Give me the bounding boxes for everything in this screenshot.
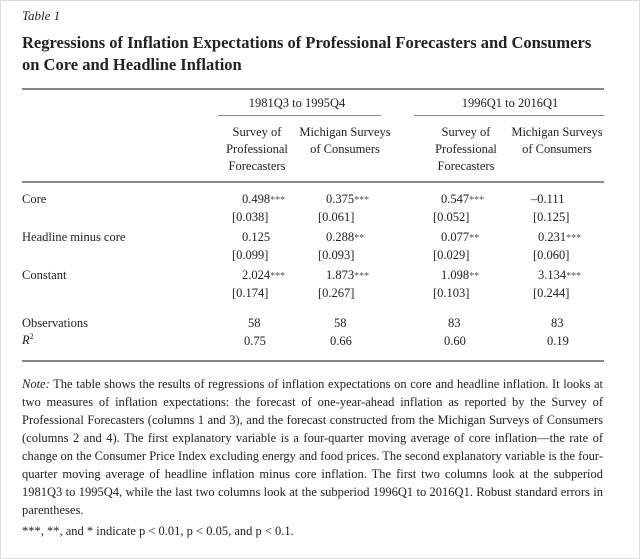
standard-error-cell: [0.093]: [318, 248, 355, 262]
note-text: The table shows the results of regressio…: [22, 377, 603, 517]
standard-error-cell: [0.103]: [433, 286, 470, 300]
r-squared-value: 0.75: [244, 334, 266, 348]
coefficient-cell: 0.077**: [441, 230, 479, 245]
period-underline-2: [414, 115, 604, 116]
significance-stars: ***: [270, 195, 286, 206]
table-label: Table 1: [22, 8, 61, 23]
standard-error-cell: [0.099]: [232, 248, 269, 262]
column-header-4: Michigan Surveys of Consumers: [511, 125, 603, 156]
standard-error-cell: [0.125]: [533, 210, 570, 224]
column-header-2: Michigan Surveys of Consumers: [299, 125, 391, 156]
coefficient-cell: 0.231***: [538, 230, 581, 245]
note-label: Note:: [22, 377, 50, 391]
coefficient-value: 0.125: [242, 230, 271, 244]
standard-error-cell: [0.052]: [433, 210, 470, 224]
coefficient-value: 2.024: [242, 268, 271, 282]
significance-stars: ***: [566, 271, 582, 282]
coefficient-value: –0.111: [531, 192, 565, 206]
row-label: Core: [22, 192, 47, 206]
header-rule: [22, 181, 604, 183]
coefficient-cell: –0.111: [531, 192, 564, 207]
significance-stars: **: [469, 233, 480, 244]
column-header-1: Survey of Professional Forecasters: [226, 125, 288, 173]
significance-stars: ***: [354, 195, 370, 206]
period-header-1: 1981Q3 to 1995Q4: [248, 96, 346, 110]
observations-value: 58: [334, 316, 347, 330]
standard-error-cell: [0.060]: [533, 248, 570, 262]
coefficient-cell: 0.375***: [326, 192, 369, 207]
period-header-2: 1996Q1 to 2016Q1: [461, 96, 559, 110]
top-rule: [22, 88, 604, 90]
standard-error-cell: [0.038]: [232, 210, 269, 224]
observations-label: Observations: [22, 316, 88, 330]
coefficient-value: 1.873: [326, 268, 355, 282]
coefficient-value: 0.375: [326, 192, 355, 206]
observations-value: 83: [551, 316, 564, 330]
coefficient-cell: 0.547***: [441, 192, 484, 207]
coefficient-value: 0.231: [538, 230, 567, 244]
significance-stars: **: [354, 233, 365, 244]
row-label: Constant: [22, 268, 67, 282]
significance-stars: ***: [270, 271, 286, 282]
coefficient-value: 1.098: [441, 268, 470, 282]
r-label: R: [22, 333, 30, 348]
standard-error-cell: [0.244]: [533, 286, 570, 300]
coefficient-value: 0.077: [441, 230, 470, 244]
coefficient-cell: 1.098**: [441, 268, 479, 283]
observations-value: 83: [448, 316, 461, 330]
coefficient-cell: 0.125: [242, 230, 270, 245]
coefficient-value: 0.498: [242, 192, 271, 206]
significance-stars: **: [469, 271, 480, 282]
table-note: Note: The table shows the results of reg…: [22, 375, 603, 519]
r-squared-label: R2: [22, 332, 34, 348]
coefficient-value: 0.288: [326, 230, 355, 244]
significance-stars: ***: [354, 271, 370, 282]
column-header-3: Survey of Professional Forecasters: [435, 125, 497, 173]
bottom-rule: [22, 360, 604, 362]
coefficient-cell: 1.873***: [326, 268, 369, 283]
standard-error-cell: [0.267]: [318, 286, 355, 300]
significance-stars: ***: [566, 233, 582, 244]
significance-note: ***, **, and * indicate p < 0.01, p < 0.…: [22, 524, 294, 538]
table-title: Regressions of Inflation Expectations of…: [22, 33, 592, 74]
period-underline-1: [218, 115, 381, 116]
observations-value: 58: [248, 316, 261, 330]
standard-error-cell: [0.029]: [433, 248, 470, 262]
r-squared-value: 0.60: [444, 334, 466, 348]
coefficient-cell: 0.498***: [242, 192, 285, 207]
coefficient-cell: 2.024***: [242, 268, 285, 283]
standard-error-cell: [0.061]: [318, 210, 355, 224]
coefficient-cell: 0.288**: [326, 230, 364, 245]
r-squared-value: 0.66: [330, 334, 352, 348]
coefficient-value: 3.134: [538, 268, 567, 282]
r-sup: 2: [29, 332, 34, 341]
coefficient-value: 0.547: [441, 192, 470, 206]
coefficient-cell: 3.134***: [538, 268, 581, 283]
standard-error-cell: [0.174]: [232, 286, 269, 300]
row-label: Headline minus core: [22, 230, 126, 244]
r-squared-value: 0.19: [547, 334, 569, 348]
significance-stars: ***: [469, 195, 485, 206]
